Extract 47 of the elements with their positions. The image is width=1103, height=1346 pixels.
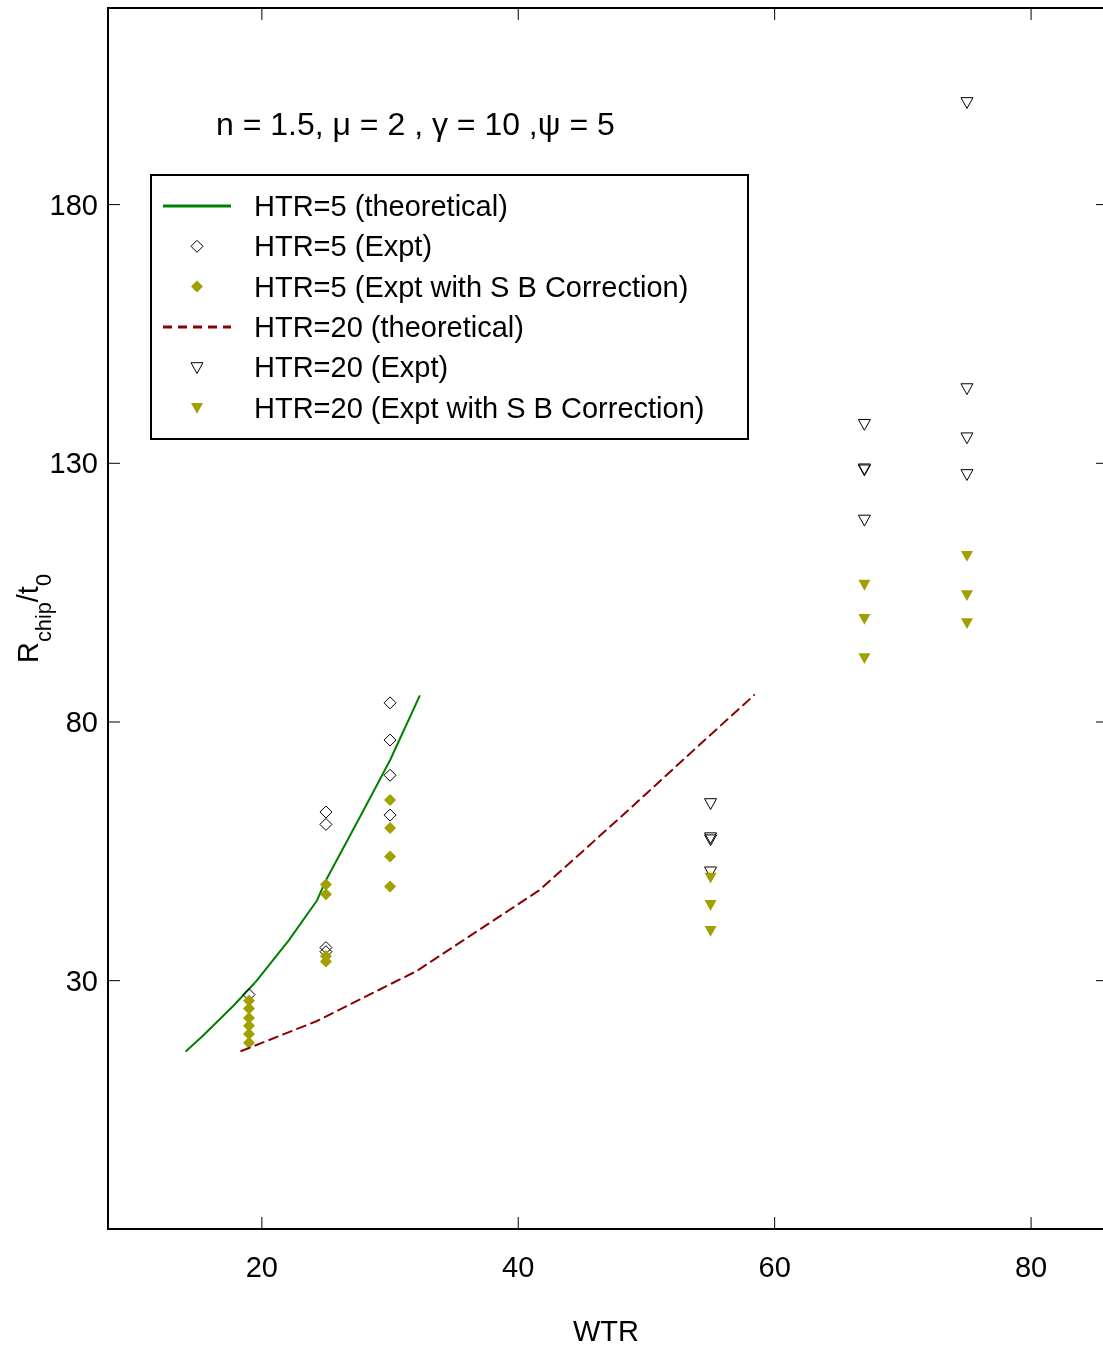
point — [960, 383, 974, 396]
point — [319, 888, 332, 901]
point — [960, 469, 974, 481]
point — [383, 696, 397, 710]
point — [960, 550, 973, 562]
y-tick-label: 130 — [49, 447, 98, 480]
x-tick-label: 40 — [502, 1251, 535, 1283]
line-series — [185, 695, 421, 1053]
x-tick-label: 60 — [758, 1251, 791, 1283]
point — [704, 900, 717, 911]
point — [383, 733, 397, 747]
point — [858, 614, 871, 625]
legend-label: HTR=20 (Expt) — [254, 351, 449, 384]
point — [857, 514, 871, 527]
point — [960, 618, 973, 629]
point — [704, 872, 717, 884]
legend-label: HTR=5 (Expt) — [254, 230, 433, 263]
x-tick-label: 20 — [245, 1251, 278, 1283]
line-series — [240, 694, 756, 1053]
point — [319, 817, 333, 831]
legend-label: HTR=5 (Expt with S B Correction) — [254, 270, 689, 303]
point — [384, 822, 397, 835]
point — [384, 880, 397, 893]
point — [383, 768, 397, 782]
point — [960, 97, 974, 109]
point — [383, 808, 397, 822]
annotation: n = 1.5, μ = 2 , γ = 10 ,ψ = 5 — [216, 106, 615, 142]
legend-label: HTR=20 (theoretical) — [254, 310, 524, 343]
point — [704, 798, 718, 810]
legend-label: HTR=20 (Expt with S B Correction) — [254, 391, 705, 424]
x-axis-title: WTR — [572, 1315, 640, 1346]
y-tick-label: 30 — [65, 964, 98, 997]
point — [319, 805, 333, 819]
point — [704, 925, 717, 937]
x-tick-label: 80 — [1014, 1251, 1048, 1283]
point — [319, 941, 333, 955]
point — [857, 418, 871, 431]
point — [858, 653, 871, 665]
point — [960, 432, 974, 445]
legend-label: HTR=5 (theoretical) — [254, 190, 508, 222]
y-tick-label: 180 — [49, 188, 98, 221]
point — [319, 878, 332, 891]
y-tick-label: 80 — [65, 705, 98, 738]
point — [384, 794, 397, 807]
point — [960, 590, 973, 601]
point — [384, 850, 397, 863]
point — [858, 579, 871, 591]
